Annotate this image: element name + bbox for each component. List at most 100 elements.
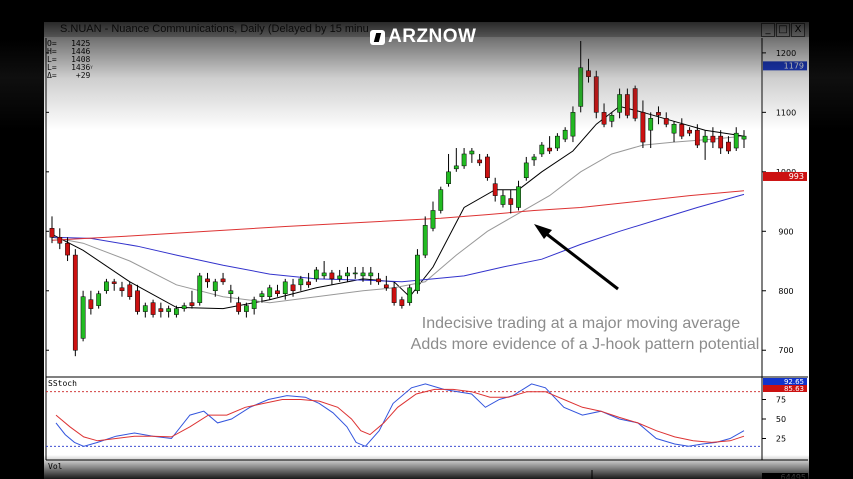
candle-body <box>259 293 265 297</box>
ma-mid-line <box>51 135 745 304</box>
candle-body <box>492 183 498 196</box>
candle <box>376 272 381 285</box>
candle <box>656 106 661 125</box>
ohlc-row-change: Δ= +29 <box>47 71 91 80</box>
candle-body <box>656 112 661 116</box>
candle-body <box>485 156 490 179</box>
candle <box>127 281 133 300</box>
candle-body <box>578 67 584 107</box>
candle <box>453 148 459 172</box>
candle <box>399 296 405 309</box>
candle-body <box>679 123 685 137</box>
candle <box>477 153 483 166</box>
candle-body <box>570 112 576 137</box>
ma-blue-line <box>51 193 745 283</box>
candle-body <box>438 189 444 211</box>
candle-body <box>593 76 599 113</box>
candle-body <box>236 302 241 312</box>
candle-body <box>135 290 140 312</box>
candle-body <box>181 305 187 309</box>
candle <box>321 261 327 279</box>
candle <box>422 216 428 259</box>
candle <box>718 130 724 154</box>
candle-body <box>617 94 622 113</box>
candle <box>166 305 172 318</box>
candle-body <box>220 278 226 283</box>
volume-panel: Vol 64495 <box>48 462 808 479</box>
candle <box>267 284 273 300</box>
candle-body <box>228 290 234 294</box>
stoch-reference-lines <box>46 391 762 447</box>
maximize-button[interactable]: □ <box>776 23 790 37</box>
candle-body <box>430 210 436 229</box>
candle <box>461 148 467 169</box>
stoch-tick-label: 25 <box>776 435 786 444</box>
candle-body <box>282 281 288 294</box>
minimize-button[interactable]: _ <box>761 23 775 37</box>
candle <box>648 112 654 149</box>
candle-body <box>663 118 669 125</box>
candle-body <box>640 112 646 143</box>
candle-body <box>267 287 273 297</box>
candle <box>142 302 148 318</box>
price-tag <box>763 171 807 181</box>
candle <box>88 290 94 315</box>
price-tag-label: 1179 <box>784 61 804 70</box>
candle <box>516 180 521 211</box>
candle <box>710 127 716 149</box>
price-tick-label: 800 <box>778 287 793 296</box>
stoch-d-line <box>55 388 745 443</box>
candle <box>508 189 514 214</box>
candle <box>593 70 599 119</box>
candle <box>407 284 413 306</box>
candle-body <box>360 272 366 277</box>
candle <box>290 278 296 297</box>
close-button[interactable]: X <box>791 23 805 37</box>
candle-body <box>49 228 55 238</box>
candle-body <box>399 299 405 306</box>
candle-body <box>275 290 280 294</box>
candle <box>111 278 117 291</box>
candle <box>562 127 568 143</box>
candle <box>733 127 739 151</box>
candle-body <box>313 269 319 280</box>
candle-body <box>298 278 304 286</box>
candle-body <box>391 287 397 303</box>
candle <box>741 130 747 149</box>
candle-body <box>508 198 514 205</box>
stoch-tick-label: 50 <box>776 415 786 424</box>
candle-body <box>166 308 172 312</box>
price-tick-label: 1200 <box>776 49 796 58</box>
candle <box>298 275 304 291</box>
candle-body <box>306 281 311 286</box>
candle-body <box>96 293 102 306</box>
candle-body <box>539 144 545 155</box>
candle <box>197 272 203 306</box>
candle <box>337 269 343 282</box>
candle-body <box>694 129 700 146</box>
candle-body <box>212 281 218 292</box>
candle <box>687 127 692 137</box>
candle <box>726 136 731 154</box>
candle-body <box>290 284 296 292</box>
candle <box>275 284 280 297</box>
candle-body <box>733 132 739 149</box>
candle <box>624 88 630 119</box>
candle-body <box>741 135 747 140</box>
ohlc-readout: O= 1425 H= 1446 L= 1408 L= 1436ᵞ Δ= +29 <box>47 40 92 80</box>
candle <box>485 153 490 181</box>
candle-body <box>516 186 521 208</box>
candle <box>212 278 218 297</box>
candle-body <box>586 70 591 77</box>
candle-body <box>88 299 94 309</box>
candle-body <box>422 225 428 256</box>
candle-body <box>337 275 343 280</box>
volume-value: 64495 <box>781 473 806 479</box>
candles <box>49 40 747 357</box>
candle-body <box>547 147 553 152</box>
candle <box>617 88 622 119</box>
candle-body <box>500 195 506 205</box>
candle <box>329 269 335 285</box>
stoch-tick-label: 75 <box>776 396 786 405</box>
